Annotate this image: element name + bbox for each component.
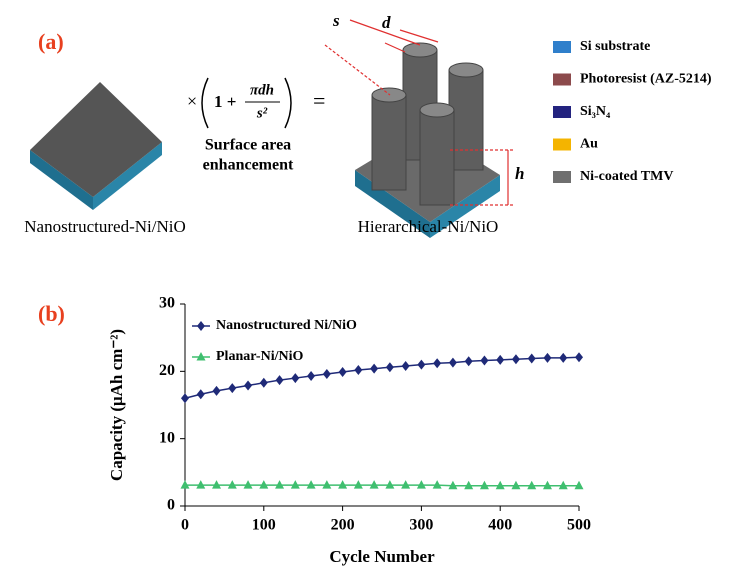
point: [465, 356, 473, 366]
paren: [202, 78, 208, 128]
legend-label: Au: [580, 137, 598, 152]
legend-swatch: [553, 74, 571, 86]
series-line: [185, 485, 579, 486]
point: [449, 358, 457, 368]
point: [402, 361, 410, 371]
y-tick-label: 30: [159, 295, 175, 312]
point: [433, 358, 441, 368]
flat-block: [30, 82, 162, 210]
point: [386, 362, 394, 372]
point: [323, 369, 331, 379]
legend-label: Planar-Ni/NiO: [216, 349, 303, 364]
right-name: Hierarchical-Ni/NiO: [358, 217, 499, 236]
panel-label: (b): [38, 301, 65, 326]
dim-s: s: [332, 11, 340, 30]
point: [276, 375, 284, 385]
x-tick-label: 200: [331, 517, 355, 534]
point: [181, 393, 189, 403]
page: (a) Nanostructured-Ni/NiO × 1 + πdh s² =…: [0, 0, 746, 571]
point: [307, 371, 315, 381]
point: [197, 389, 205, 399]
x-tick-label: 300: [409, 517, 433, 534]
legend-swatch: [553, 106, 571, 118]
y-axis-title: Capacity (μAh cm⁻²): [107, 329, 126, 481]
x-tick-label: 0: [181, 517, 189, 534]
diagram-legend: Si substrate Photoresist (AZ-5214) Si₃N₄ Au…: [553, 39, 712, 184]
y-tick-label: 10: [159, 429, 175, 446]
point: [197, 321, 205, 331]
point: [228, 383, 236, 393]
dim-d: d: [382, 13, 391, 32]
point: [370, 364, 378, 374]
formula-equals: =: [313, 88, 325, 113]
pillar-block: [325, 20, 515, 238]
legend-label: Photoresist (AZ-5214): [580, 72, 712, 87]
point: [354, 365, 362, 375]
formula-times: ×: [187, 91, 197, 111]
point: [559, 353, 567, 363]
point: [291, 373, 299, 383]
point: [480, 356, 488, 366]
formula-denominator: s²: [256, 105, 268, 121]
legend-swatch: [553, 139, 571, 151]
dim-h: h: [515, 164, 524, 183]
point: [244, 380, 252, 390]
legend-label: Nanostructured Ni/NiO: [216, 318, 357, 333]
legend-label: Si₃N₄: [580, 104, 611, 119]
x-tick-label: 400: [488, 517, 512, 534]
point: [512, 354, 520, 364]
y-tick-label: 0: [167, 497, 175, 514]
point: [496, 355, 504, 365]
legend-label: Ni-coated TMV: [580, 169, 673, 184]
caption: Surface area: [205, 137, 291, 154]
point: [543, 353, 551, 363]
figure: (a) Nanostructured-Ni/NiO × 1 + πdh s² =…: [0, 0, 746, 571]
x-tick-label: 100: [252, 517, 276, 534]
legend-swatch: [553, 41, 571, 53]
point: [339, 367, 347, 377]
point: [575, 352, 583, 362]
point: [260, 378, 268, 388]
caption: enhancement: [203, 157, 294, 174]
x-tick-label: 500: [567, 517, 591, 534]
formula-numerator: πdh: [250, 82, 274, 98]
legend-label: Si substrate: [580, 39, 650, 54]
panel-label: (a): [38, 29, 64, 54]
left-name: Nanostructured-Ni/NiO: [24, 217, 185, 236]
paren: [285, 78, 291, 128]
point: [528, 354, 536, 364]
point: [417, 360, 425, 370]
formula-one-plus: 1 +: [214, 92, 236, 111]
x-axis-title: Cycle Number: [329, 547, 435, 566]
point: [213, 386, 221, 396]
legend-swatch: [553, 171, 571, 183]
y-tick-label: 20: [159, 362, 175, 379]
